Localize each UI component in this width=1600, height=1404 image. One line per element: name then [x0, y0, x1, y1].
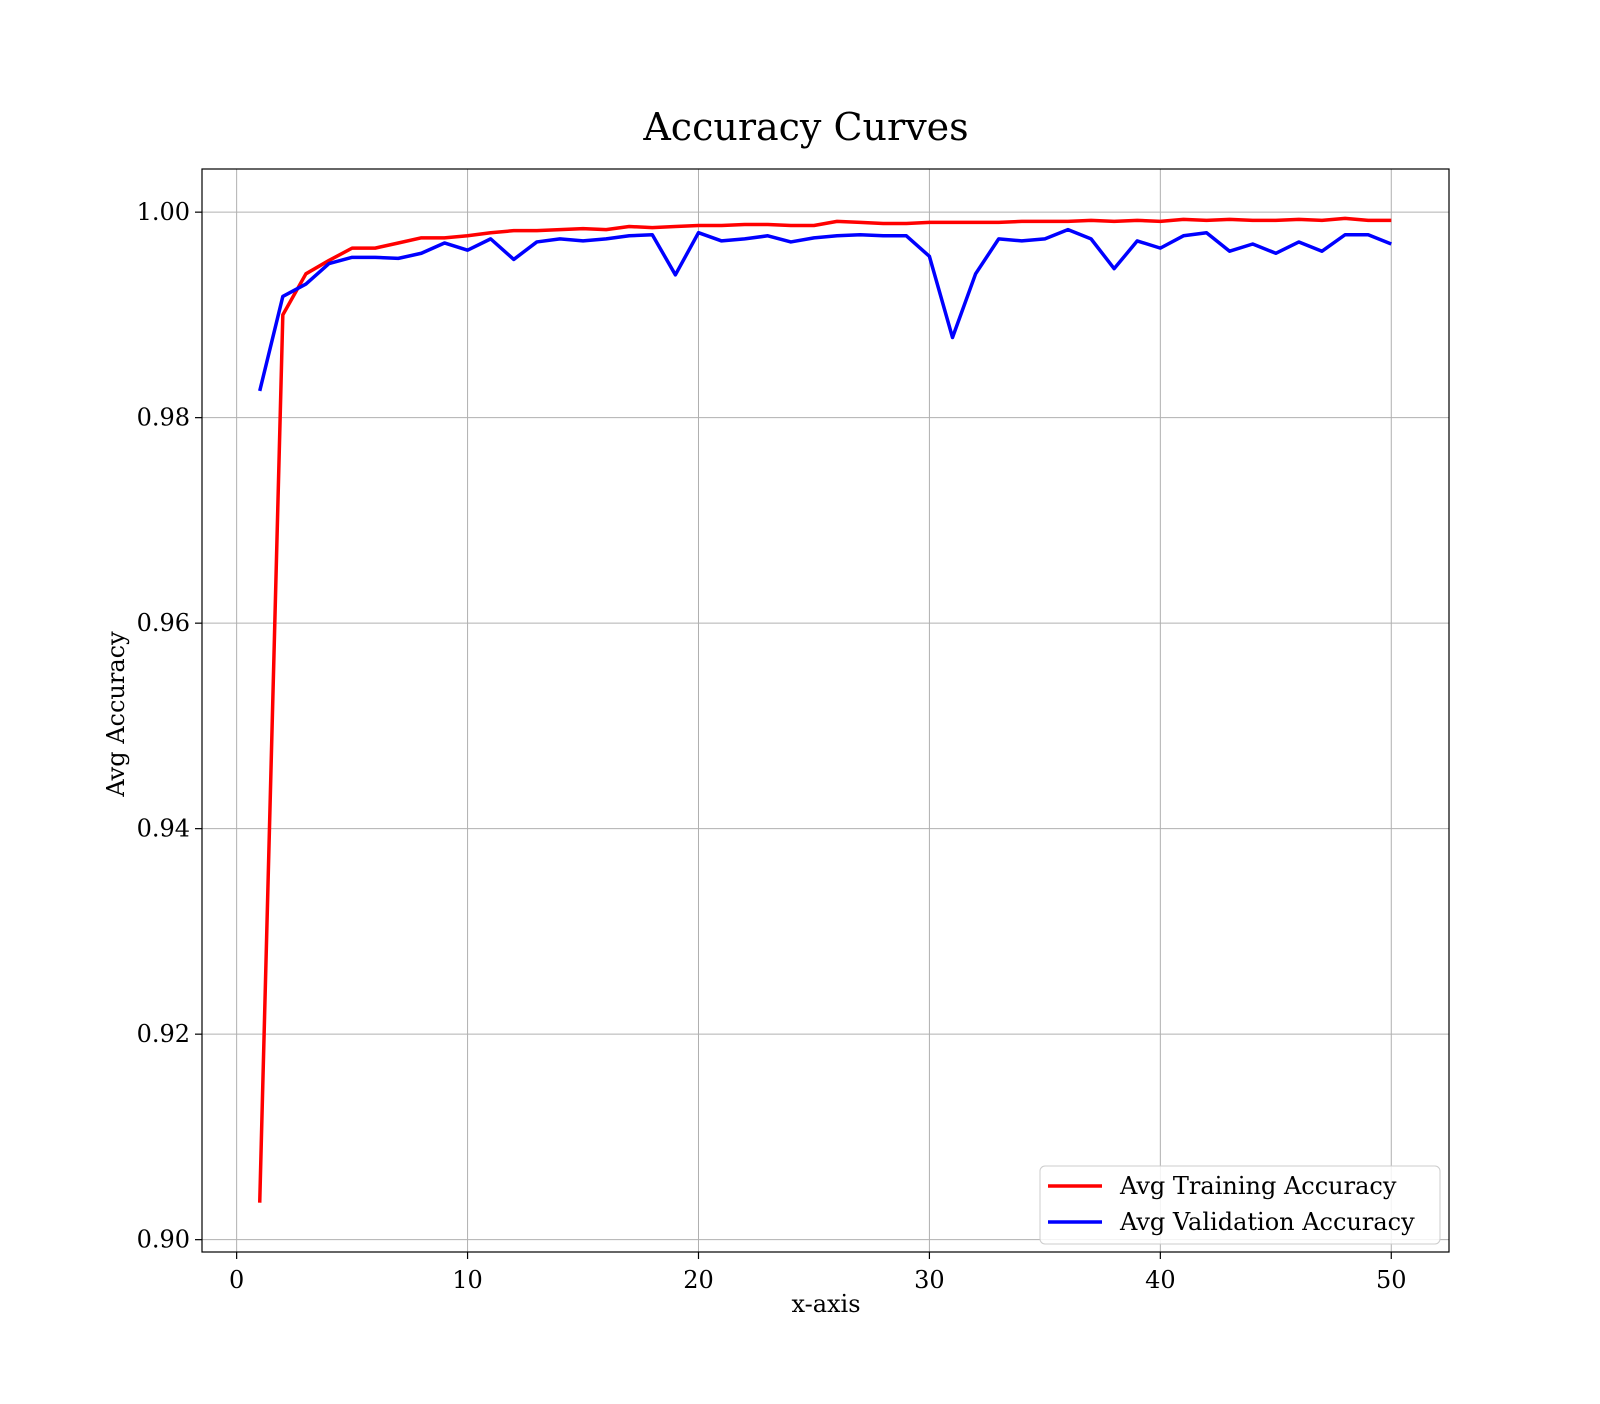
legend-label-1: Avg Validation Accuracy — [1119, 1208, 1415, 1236]
series-lines — [257, 216, 1392, 1203]
plot-area-frame — [201, 168, 1450, 1253]
x-tick-label: 10 — [452, 1266, 483, 1294]
x-tick-label: 40 — [1145, 1266, 1176, 1294]
y-tick-label: 1.00 — [137, 198, 190, 226]
x-axis-label: x-axis — [791, 1290, 860, 1318]
axis-ticks: 0 10 20 30 40 50 0.90 0.92 0.94 0.96 0.98 1.00 — [137, 198, 1407, 1294]
legend-box — [1039, 1165, 1441, 1245]
y-tick-label: 0.94 — [137, 815, 190, 843]
x-tick-label: 20 — [683, 1266, 714, 1294]
y-tick-label: 0.92 — [137, 1020, 190, 1048]
series-line-1 — [258, 227, 1392, 392]
y-tick-label: 0.98 — [137, 404, 190, 432]
x-tick-label: 0 — [229, 1266, 244, 1294]
legend-label-0: Avg Training Accuracy — [1119, 1172, 1397, 1200]
y-tick-label: 0.90 — [137, 1226, 190, 1254]
chart-title: Accuracy Curves — [642, 105, 968, 149]
y-tick-label: 0.96 — [137, 609, 190, 637]
grid — [202, 169, 1449, 1252]
legend: Avg Training Accuracy Avg Validation Accu… — [1039, 1165, 1441, 1245]
x-tick-label: 50 — [1376, 1266, 1407, 1294]
series-line-0 — [257, 216, 1392, 1203]
y-axis-label: Avg Accuracy — [102, 631, 130, 798]
x-tick-label: 30 — [914, 1266, 945, 1294]
